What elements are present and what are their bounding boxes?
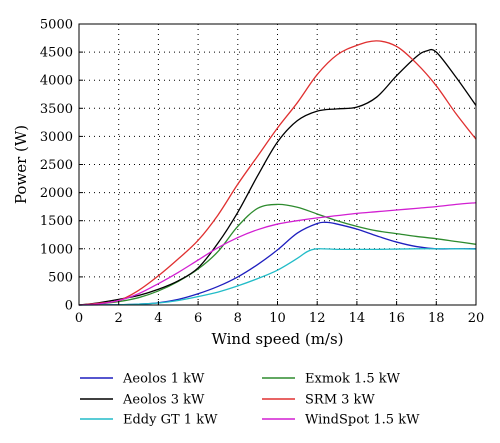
x-tick-label: 10 <box>269 311 286 326</box>
legend: Aeolos 1 kW Exmok 1.5 kW Aeolos 3 kW SRM 3 … <box>80 372 420 428</box>
legend-label: Eddy GT 1 kW <box>123 413 218 428</box>
y-tick-label: 2000 <box>40 186 73 201</box>
y-tick-label: 2500 <box>40 158 73 173</box>
y-tick-label: 4000 <box>40 74 73 89</box>
x-tick-label: 20 <box>468 311 485 326</box>
y-tick-label: 1500 <box>40 214 73 229</box>
legend-item: Aeolos 3 kW <box>80 393 205 408</box>
y-tick-label: 3500 <box>40 102 73 117</box>
axis-ticks: 0 2 4 6 8 10 12 14 16 18 20 0 500 1000 1500 2000 2500 300… <box>40 18 484 327</box>
y-tick-label: 1000 <box>40 242 73 257</box>
x-tick-label: 12 <box>309 311 326 326</box>
y-tick-label: 3000 <box>40 130 73 145</box>
x-tick-label: 16 <box>388 311 405 326</box>
y-tick-label: 500 <box>48 270 73 285</box>
series-lines <box>78 40 477 306</box>
series-line-3 <box>78 40 477 306</box>
series-line-2 <box>78 48 477 306</box>
y-tick-label: 0 <box>65 299 73 314</box>
x-tick-label: 0 <box>75 311 83 326</box>
legend-item: Eddy GT 1 kW <box>80 413 218 428</box>
series-line-4 <box>78 248 477 306</box>
legend-item: SRM 3 kW <box>262 393 375 408</box>
y-axis-label: Power (W) <box>12 125 30 204</box>
legend-item: Aeolos 1 kW <box>80 372 205 387</box>
legend-label: WindSpot 1.5 kW <box>305 413 420 428</box>
x-tick-label: 14 <box>349 311 366 326</box>
y-tick-label: 4500 <box>40 46 73 61</box>
x-tick-label: 6 <box>194 311 202 326</box>
legend-item: WindSpot 1.5 kW <box>262 413 420 428</box>
x-tick-label: 8 <box>234 311 242 326</box>
x-axis-label: Wind speed (m/s) <box>211 330 343 348</box>
series-line-1 <box>78 203 477 306</box>
legend-label: Aeolos 3 kW <box>122 393 205 408</box>
legend-label: Aeolos 1 kW <box>122 372 205 387</box>
legend-item: Exmok 1.5 kW <box>262 372 401 387</box>
series-line-5 <box>78 202 477 306</box>
x-tick-label: 4 <box>154 311 162 326</box>
legend-label: Exmok 1.5 kW <box>305 372 401 387</box>
x-tick-label: 18 <box>428 311 445 326</box>
grid-lines <box>79 24 476 305</box>
x-tick-label: 2 <box>115 311 123 326</box>
y-tick-label: 5000 <box>40 18 73 33</box>
legend-label: SRM 3 kW <box>305 393 375 408</box>
